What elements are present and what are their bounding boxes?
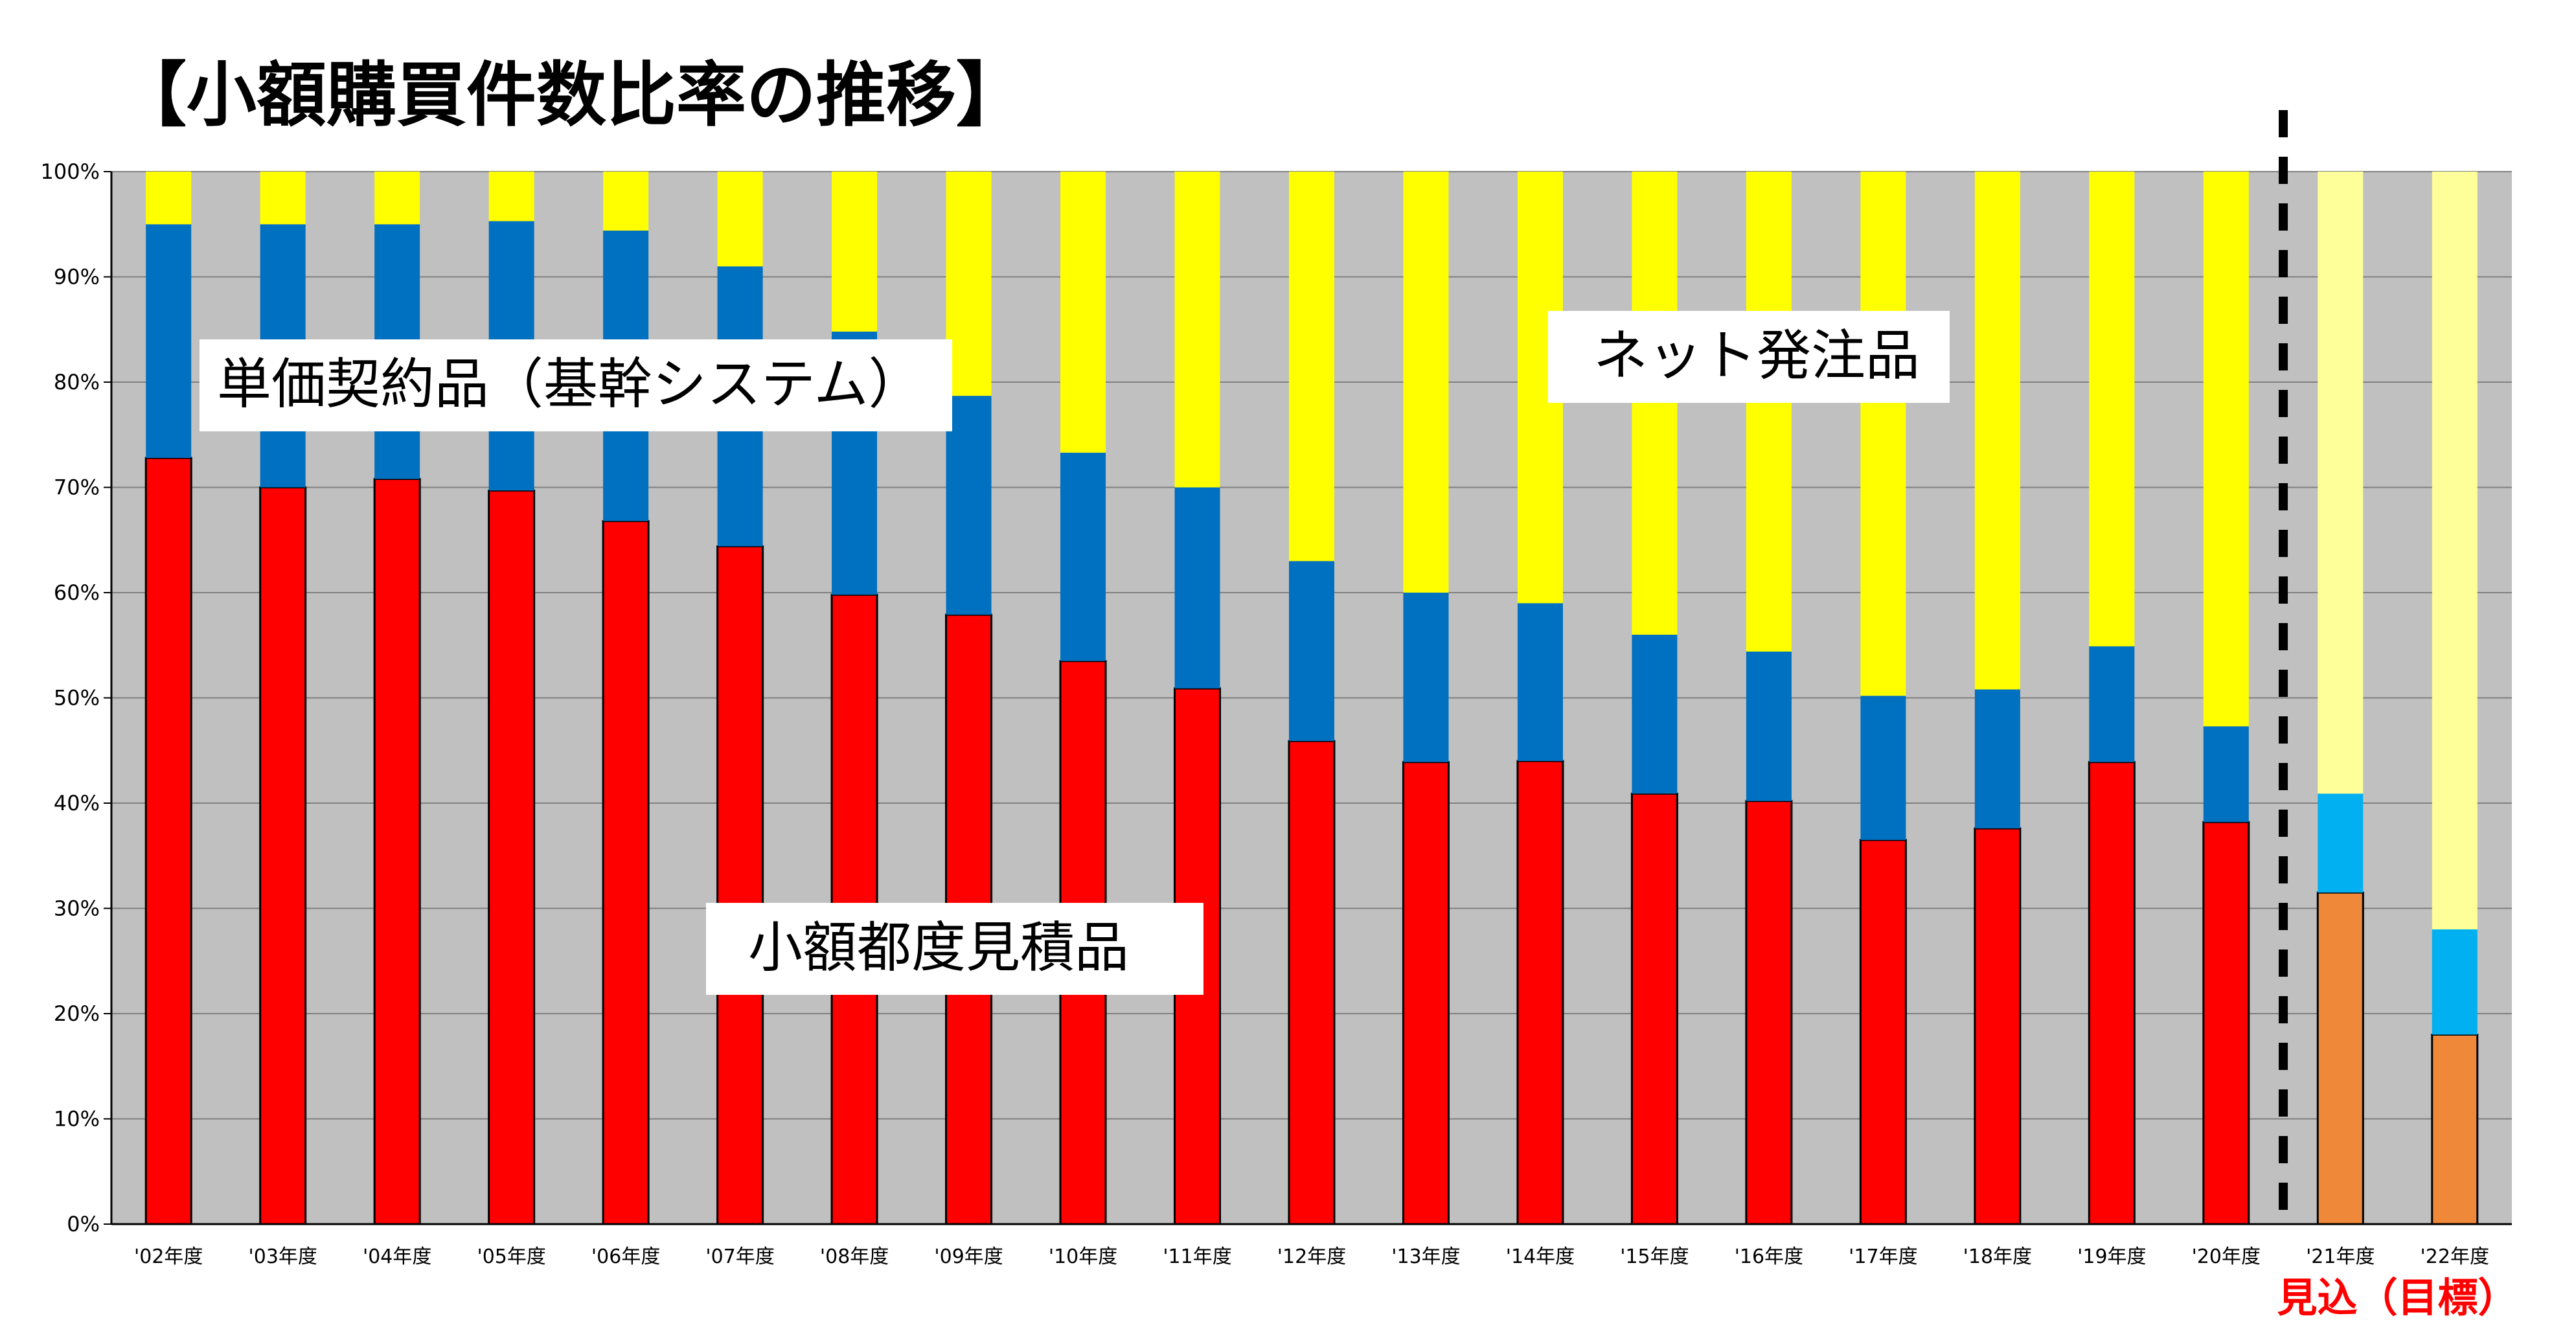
bar-segment-quote (1288, 740, 1336, 1225)
bar-segment-net (146, 172, 192, 225)
x-tick-label: '20年度 (2192, 1245, 2261, 1268)
y-tick-label: 0% (67, 1212, 100, 1236)
x-tick-label: '22年度 (2421, 1245, 2489, 1268)
series-label-quote-box (706, 903, 1203, 995)
bar-segment-net (1174, 172, 1220, 488)
bar-segment-contract (1974, 689, 2020, 828)
bar-segment-net (1974, 172, 2020, 690)
bar-segment-contract (146, 224, 192, 458)
bar-segment-quote (2088, 761, 2136, 1225)
bar-segment-quote (488, 489, 536, 1225)
bar-segment-quote (2202, 821, 2250, 1225)
bar-segment-net (1289, 172, 1334, 562)
bar-segment-quote (602, 520, 650, 1225)
bar-segment-net (1746, 172, 1792, 652)
bar-segment-net (2089, 172, 2135, 646)
x-tick-label: '12年度 (1277, 1245, 1346, 1268)
bar-segment-quote (259, 486, 307, 1225)
bar-segment-contract (2318, 793, 2364, 893)
x-tick-label: '10年度 (1049, 1245, 1117, 1268)
bar-segment-quote (373, 478, 421, 1225)
bar-segment-quote (1859, 839, 1907, 1225)
y-tick-label: 100% (41, 159, 100, 184)
forecast-label: 見込（目標） (2277, 1274, 2518, 1321)
bar-segment-contract (1174, 487, 1220, 688)
series-label-contract: 単価契約品（基幹システム） (217, 352, 922, 416)
bar-segment-net (1860, 172, 1906, 696)
x-tick-label: '13年度 (1391, 1245, 1460, 1268)
x-tick-label: '18年度 (1963, 1245, 2032, 1268)
bar-segment-net (946, 172, 992, 396)
bar-segment-contract (1632, 635, 1678, 794)
x-tick-label: '05年度 (477, 1245, 545, 1268)
x-tick-label: '09年度 (934, 1245, 1003, 1268)
x-tick-label: '16年度 (1735, 1245, 1803, 1268)
bar-segment-contract (2203, 726, 2249, 823)
bar-segment-contract (2089, 646, 2135, 762)
page-title: 【小額購買件数比率の推移】 (117, 55, 1027, 136)
bar-segment-net (2318, 172, 2364, 794)
bar-segment-net (488, 172, 534, 222)
x-tick-label: '14年度 (1506, 1245, 1575, 1268)
y-tick-label: 30% (54, 896, 100, 921)
bar-segment-net (603, 172, 649, 231)
bar-segment-net (1060, 172, 1106, 453)
bar-segment-quote (1402, 761, 1450, 1225)
bar-segment-contract (946, 396, 992, 615)
y-tick-label: 70% (54, 475, 100, 500)
bar-segment-quote (1974, 827, 2022, 1225)
bar-segment-quote (1630, 792, 1678, 1225)
bar-segment-quote (716, 545, 764, 1225)
x-tick-label: '19年度 (2077, 1245, 2146, 1268)
x-tick-label: '17年度 (1849, 1245, 1917, 1268)
bar-segment-quote (1745, 800, 1793, 1225)
bar-segment-quote (2431, 1034, 2479, 1225)
x-tick-label: '02年度 (134, 1245, 203, 1268)
x-tick-label: '03年度 (249, 1245, 317, 1268)
x-tick-label: '07年度 (705, 1245, 774, 1268)
bar-segment-contract (2432, 929, 2478, 1035)
bar-segment-contract (1289, 561, 1334, 742)
bar-segment-quote (1516, 760, 1564, 1225)
bar-segment-contract (1860, 696, 1906, 840)
bar-segment-contract (1746, 652, 1792, 801)
x-tick-label: '04年度 (363, 1245, 431, 1268)
x-tick-label: '06年度 (591, 1245, 660, 1268)
bar-segment-contract (1517, 603, 1563, 761)
y-tick-label: 60% (54, 580, 100, 605)
y-tick-label: 10% (54, 1107, 100, 1132)
series-label-net: ネット発注品 (1593, 324, 1920, 387)
bar-segment-contract (1060, 452, 1106, 661)
x-tick-label: '21年度 (2306, 1245, 2375, 1268)
bar-segment-net (1403, 172, 1449, 593)
y-tick-label: 20% (54, 1001, 100, 1026)
series-label-quote: 小額都度見積品 (748, 916, 1129, 979)
series-label-net-box (1548, 311, 1950, 403)
y-tick-label: 90% (54, 265, 100, 290)
bar-segment-net (1632, 172, 1678, 635)
bar-segment-net (2432, 172, 2478, 929)
y-tick-label: 40% (54, 791, 100, 815)
bar-segment-quote (2316, 891, 2364, 1225)
bar-segment-quote (144, 457, 192, 1225)
bar-segment-net (832, 172, 878, 332)
bar-segment-net (374, 172, 420, 225)
x-tick-label: '08年度 (820, 1245, 889, 1268)
bar-segment-net (260, 172, 306, 225)
bar-segment-net (2203, 172, 2249, 727)
y-tick-label: 50% (54, 686, 100, 711)
series-label-contract-box (199, 339, 952, 431)
bar-segment-contract (1403, 593, 1449, 762)
x-tick-label: '15年度 (1620, 1245, 1689, 1268)
x-tick-label: '11年度 (1163, 1245, 1231, 1268)
bar-segment-net (717, 172, 763, 267)
y-tick-label: 80% (54, 370, 100, 394)
